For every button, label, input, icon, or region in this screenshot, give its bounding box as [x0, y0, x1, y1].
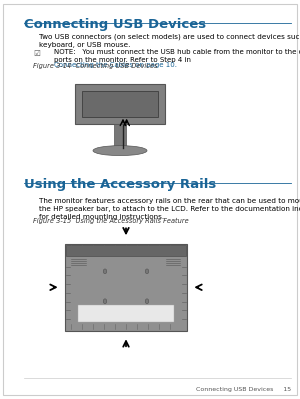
Text: Figure 3-14  Connecting USB Devices: Figure 3-14 Connecting USB Devices: [33, 63, 158, 69]
Text: ☑: ☑: [33, 49, 40, 58]
Circle shape: [145, 299, 149, 304]
Text: NOTE:   You must connect the USB hub cable from the monitor to the computer to e: NOTE: You must connect the USB hub cable…: [54, 49, 300, 63]
Circle shape: [103, 269, 107, 274]
Ellipse shape: [93, 146, 147, 156]
Text: Two USB connectors (on select models) are used to connect devices such as a digi: Two USB connectors (on select models) ar…: [39, 34, 300, 48]
Text: Using the Accessory Rails: Using the Accessory Rails: [24, 178, 216, 191]
Text: Connecting USB Devices: Connecting USB Devices: [24, 18, 206, 31]
Circle shape: [103, 299, 107, 304]
FancyBboxPatch shape: [82, 91, 158, 117]
Text: Connecting USB Devices     15: Connecting USB Devices 15: [196, 387, 291, 392]
Text: The monitor features accessory rails on the rear that can be used to mount optio: The monitor features accessory rails on …: [39, 198, 300, 219]
FancyBboxPatch shape: [75, 84, 165, 124]
Text: Connecting the Cables on page 10.: Connecting the Cables on page 10.: [54, 62, 177, 68]
FancyBboxPatch shape: [114, 124, 126, 146]
Circle shape: [145, 269, 149, 274]
Text: Figure 3-15  Using the Accessory Rails Feature: Figure 3-15 Using the Accessory Rails Fe…: [33, 217, 189, 223]
FancyBboxPatch shape: [66, 245, 186, 256]
FancyBboxPatch shape: [65, 244, 187, 331]
FancyBboxPatch shape: [78, 305, 174, 322]
